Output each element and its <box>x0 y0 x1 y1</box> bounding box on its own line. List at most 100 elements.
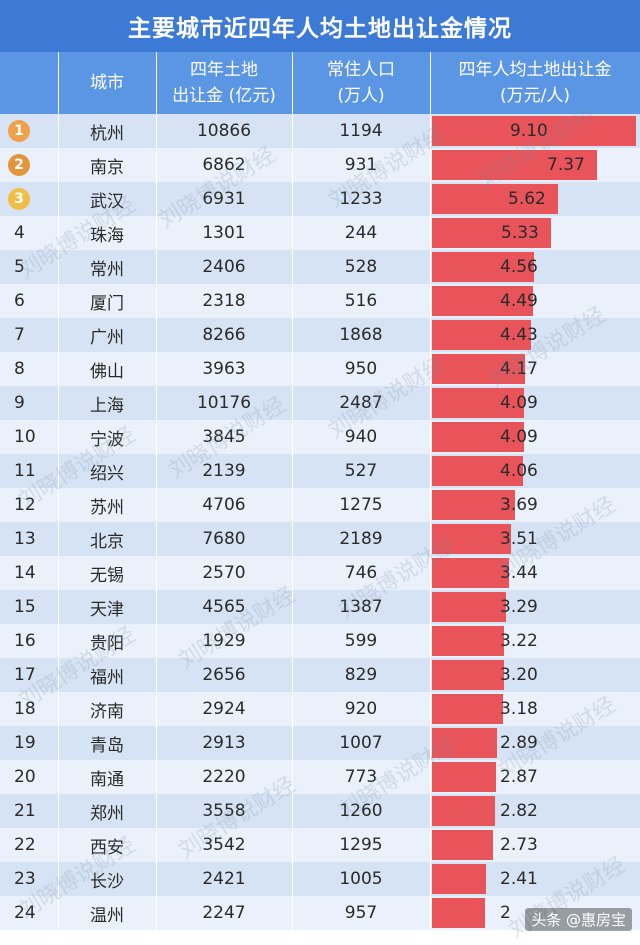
per-capita-value-label: 9.10 <box>510 121 548 141</box>
population-value: 931 <box>344 155 378 175</box>
table-row: 8 佛山 3963 950 4.17 <box>0 352 640 387</box>
per-capita-bar-cell: 4.09 <box>430 386 640 420</box>
rank-medal-icon: 1 <box>8 120 30 142</box>
rank-number: 11 <box>14 461 36 481</box>
land-revenue-value: 1301 <box>202 223 246 243</box>
land-revenue-value: 4706 <box>202 495 246 515</box>
per-capita-bar-cell: 5.33 <box>430 216 640 250</box>
per-capita-value-label: 2.73 <box>500 835 538 855</box>
header-pop-line2: (万人) <box>337 86 385 106</box>
table-row: 21 郑州 3558 1260 2.82 <box>0 794 640 829</box>
table-row: 13 北京 7680 2189 3.51 <box>0 522 640 557</box>
city-name: 北京 <box>90 531 124 552</box>
land-revenue-value: 2139 <box>202 461 246 481</box>
per-capita-bar-cell: 2.41 <box>430 862 640 896</box>
population-value: 599 <box>344 631 378 651</box>
per-capita-value-label: 4.49 <box>500 291 538 311</box>
per-capita-value-label: 3.22 <box>500 631 538 651</box>
rank-medal-icon: 3 <box>8 188 30 210</box>
population-value: 2189 <box>339 529 383 549</box>
rank-cell: 11 <box>0 454 58 488</box>
city-name: 西安 <box>90 837 124 858</box>
population-value: 1868 <box>339 325 383 345</box>
population-value: 1194 <box>339 121 383 141</box>
column-divider <box>58 114 59 937</box>
land-revenue-value: 7680 <box>202 529 246 549</box>
per-capita-bar <box>432 252 534 282</box>
population-value: 1275 <box>339 495 383 515</box>
per-capita-value-label: 4.17 <box>500 359 538 379</box>
city-name: 天津 <box>90 599 124 620</box>
rank-cell: 1 <box>0 114 58 148</box>
per-capita-bar <box>432 728 497 758</box>
per-capita-bar <box>432 592 506 622</box>
land-revenue-value: 2220 <box>202 767 246 787</box>
rank-number: 20 <box>14 767 36 787</box>
population-value: 1260 <box>339 801 383 821</box>
per-capita-bar-cell: 3.18 <box>430 692 640 726</box>
footer-source: 头条 @惠房宝 <box>525 908 632 931</box>
table-row: 17 福州 2656 829 3.20 <box>0 658 640 693</box>
population-value: 773 <box>344 767 378 787</box>
rank-cell: 2 <box>0 148 58 182</box>
per-capita-bar <box>432 524 511 554</box>
per-capita-bar <box>432 456 523 486</box>
rank-number: 16 <box>14 631 36 651</box>
rank-medal-icon: 2 <box>8 154 30 176</box>
rank-cell: 20 <box>0 760 58 794</box>
city-name: 常州 <box>90 259 124 280</box>
per-capita-bar <box>432 660 504 690</box>
city-name: 福州 <box>90 667 124 688</box>
table-row: 22 西安 3542 1295 2.73 <box>0 828 640 863</box>
land-revenue-value: 3542 <box>202 835 246 855</box>
population-value: 1007 <box>339 733 383 753</box>
per-capita-value-label: 3.18 <box>500 699 538 719</box>
per-capita-value-label: 2.87 <box>500 767 538 787</box>
city-name: 苏州 <box>90 497 124 518</box>
per-capita-bar-cell: 4.06 <box>430 454 640 488</box>
table-row: 10 宁波 3845 940 4.09 <box>0 420 640 455</box>
population-value: 1005 <box>339 869 383 889</box>
table-row: 7 广州 8266 1868 4.43 <box>0 318 640 353</box>
per-capita-bar <box>432 762 496 792</box>
per-capita-bar <box>432 830 493 860</box>
rank-number: 17 <box>14 665 36 685</box>
per-capita-bar <box>432 184 558 214</box>
land-revenue-value: 2406 <box>202 257 246 277</box>
land-revenue-value: 2913 <box>202 733 246 753</box>
per-capita-value-label: 4.09 <box>500 427 538 447</box>
land-revenue-value: 4565 <box>202 597 246 617</box>
rank-cell: 19 <box>0 726 58 760</box>
per-capita-bar <box>432 626 504 656</box>
rank-number: 15 <box>14 597 36 617</box>
header-per-line2: (万元/人) <box>500 86 570 106</box>
per-capita-bar-cell: 4.43 <box>430 318 640 352</box>
land-revenue-value: 10866 <box>196 121 252 141</box>
table-row: 16 贵阳 1929 599 3.22 <box>0 624 640 659</box>
per-capita-value-label: 4.06 <box>500 461 538 481</box>
table-row: 2 南京 6862 931 7.37 <box>0 148 640 183</box>
per-capita-bar-cell: 2.87 <box>430 760 640 794</box>
per-capita-bar-cell: 2.73 <box>430 828 640 862</box>
rank-cell: 9 <box>0 386 58 420</box>
rank-cell: 12 <box>0 488 58 522</box>
table-row: 19 青岛 2913 1007 2.89 <box>0 726 640 761</box>
per-capita-bar <box>432 218 551 248</box>
per-capita-bar-cell: 3.44 <box>430 556 640 590</box>
header-city-label: 城市 <box>90 73 124 93</box>
rank-number: 13 <box>14 529 36 549</box>
per-capita-bar <box>432 422 524 452</box>
rank-cell: 13 <box>0 522 58 556</box>
rank-cell: 18 <box>0 692 58 726</box>
land-revenue-value: 8266 <box>202 325 246 345</box>
per-capita-bar-cell: 3.20 <box>430 658 640 692</box>
per-capita-value-label: 2.82 <box>500 801 538 821</box>
rank-cell: 5 <box>0 250 58 284</box>
per-capita-value-label: 7.37 <box>547 155 585 175</box>
land-revenue-value: 6862 <box>202 155 246 175</box>
city-name: 广州 <box>90 327 124 348</box>
rank-number: 7 <box>14 325 25 345</box>
per-capita-bar-cell: 3.69 <box>430 488 640 522</box>
per-capita-bar <box>432 116 636 146</box>
rank-cell: 8 <box>0 352 58 386</box>
